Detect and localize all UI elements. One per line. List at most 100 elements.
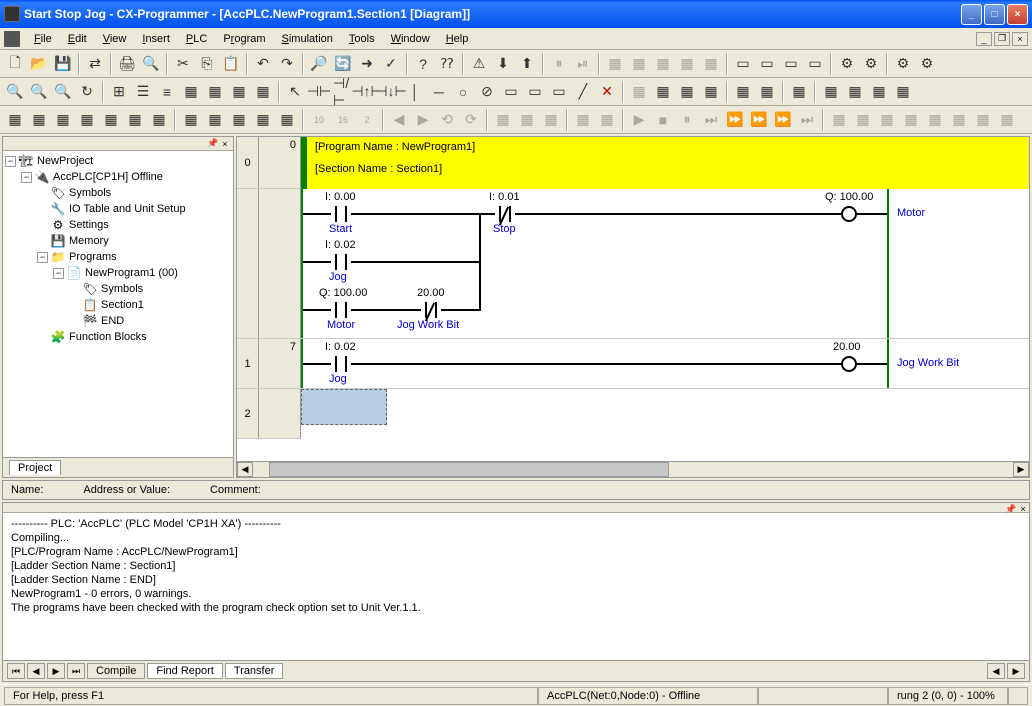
scroll-right-icon[interactable]: ▶ xyxy=(1007,663,1025,679)
ladder-rung-0[interactable]: I: 0.00 Start I: 0.01 Stop Q: 100.00 Mot xyxy=(301,189,1029,339)
find-icon[interactable]: 🔎 xyxy=(308,53,330,75)
zoom-in-icon[interactable]: 🔍 xyxy=(28,81,50,103)
sim3-icon[interactable]: ▦ xyxy=(676,81,698,103)
zoom-reset-icon[interactable]: ↻ xyxy=(76,81,98,103)
scroll-thumb[interactable] xyxy=(269,462,669,477)
t3-nav3[interactable]: ⟲ xyxy=(436,109,458,131)
transfer-tab[interactable]: Transfer xyxy=(225,663,284,679)
menu-simulation[interactable]: Simulation xyxy=(274,31,341,47)
view2-icon[interactable]: ≡ xyxy=(156,81,178,103)
expander-icon[interactable]: − xyxy=(21,172,32,183)
select-icon[interactable]: ↖ xyxy=(284,81,306,103)
menu-edit[interactable]: Edit xyxy=(60,31,95,47)
step5-icon[interactable]: ⏭ xyxy=(796,109,818,131)
win2-icon[interactable]: ▦ xyxy=(844,81,866,103)
open-icon[interactable]: 📂 xyxy=(28,53,50,75)
tree-funcblocks[interactable]: 🧩 Function Blocks xyxy=(5,329,231,345)
t3-15[interactable]: ▦ xyxy=(540,109,562,131)
delete-icon[interactable]: ✕ xyxy=(596,81,618,103)
t3-9[interactable]: ▦ xyxy=(204,109,226,131)
menu-program[interactable]: Program xyxy=(215,31,273,47)
tab-last-icon[interactable]: ⏭ xyxy=(67,663,85,679)
view3-icon[interactable]: ▦ xyxy=(180,81,202,103)
t3-16[interactable]: ▦ xyxy=(572,109,594,131)
win3-icon[interactable]: ▦ xyxy=(868,81,890,103)
t3-20[interactable]: ▦ xyxy=(876,109,898,131)
base10-icon[interactable]: 10 xyxy=(308,109,330,131)
t3-nav4[interactable]: ⟳ xyxy=(460,109,482,131)
menu-window[interactable]: Window xyxy=(383,31,438,47)
tool3-icon[interactable]: ⚙ xyxy=(892,53,914,75)
save-icon[interactable]: 💾 xyxy=(52,53,74,75)
t3-22[interactable]: ▦ xyxy=(924,109,946,131)
sim4-icon[interactable]: ▦ xyxy=(700,81,722,103)
undo-icon[interactable]: ↶ xyxy=(252,53,274,75)
menu-tools[interactable]: Tools xyxy=(341,31,383,47)
findreport-tab[interactable]: Find Report xyxy=(147,663,222,679)
sim6-icon[interactable]: ▦ xyxy=(756,81,778,103)
step3-icon[interactable]: ⏩ xyxy=(748,109,770,131)
t3-nav2[interactable]: ▶ xyxy=(412,109,434,131)
mode2-icon[interactable]: ▦ xyxy=(628,53,650,75)
compare-icon[interactable]: ⇄ xyxy=(84,53,106,75)
minimize-button[interactable]: _ xyxy=(961,4,982,25)
t3-2[interactable]: ▦ xyxy=(28,109,50,131)
contact-start[interactable] xyxy=(331,206,351,222)
contact-n-icon[interactable]: ⊣↓⊢ xyxy=(380,81,402,103)
t3-7[interactable]: ▦ xyxy=(148,109,170,131)
tree-programs[interactable]: − 📁 Programs xyxy=(5,249,231,265)
tree-settings[interactable]: ⚙ Settings xyxy=(5,217,231,233)
goto-icon[interactable]: ➜ xyxy=(356,53,378,75)
mode1-icon[interactable]: ▦ xyxy=(604,53,626,75)
t3-11[interactable]: ▦ xyxy=(252,109,274,131)
t3-13[interactable]: ▦ xyxy=(492,109,514,131)
plc3-icon[interactable]: ▭ xyxy=(780,53,802,75)
t3-12[interactable]: ▦ xyxy=(276,109,298,131)
tree-body[interactable]: − 🏗 NewProject − 🔌 AccPLC[CP1H] Offline … xyxy=(3,151,233,457)
mode3-icon[interactable]: ▦ xyxy=(652,53,674,75)
step4-icon[interactable]: ⏩ xyxy=(772,109,794,131)
grid-icon[interactable]: ⊞ xyxy=(108,81,130,103)
step2-icon[interactable]: ⏩ xyxy=(724,109,746,131)
maximize-button[interactable]: □ xyxy=(984,4,1005,25)
stop-icon[interactable]: ■ xyxy=(652,109,674,131)
t3-14[interactable]: ▦ xyxy=(516,109,538,131)
compile-tab[interactable]: Compile xyxy=(87,663,145,679)
contact-jog-r1[interactable] xyxy=(331,356,351,372)
mdi-restore[interactable]: ❐ xyxy=(994,32,1010,46)
tab-prev-icon[interactable]: ◀ xyxy=(27,663,45,679)
t3-6[interactable]: ▦ xyxy=(124,109,146,131)
t3-19[interactable]: ▦ xyxy=(852,109,874,131)
t3-3[interactable]: ▦ xyxy=(52,109,74,131)
sim5-icon[interactable]: ▦ xyxy=(732,81,754,103)
online-icon[interactable]: ⏸ xyxy=(548,53,570,75)
diagram-h-scrollbar[interactable]: ◀ ▶ xyxy=(237,461,1029,477)
line-icon[interactable]: ╱ xyxy=(572,81,594,103)
tree-iotable[interactable]: 🔧 IO Table and Unit Setup xyxy=(5,201,231,217)
t3-nav1[interactable]: ◀ xyxy=(388,109,410,131)
tab-next-icon[interactable]: ▶ xyxy=(47,663,65,679)
tree-plc[interactable]: − 🔌 AccPLC[CP1H] Offline xyxy=(5,169,231,185)
monitor-icon[interactable]: ⏯ xyxy=(572,53,594,75)
ladder-rung-1[interactable]: I: 0.02 Jog 20.00 Jog Work Bit xyxy=(301,339,1029,389)
copy-icon[interactable]: ⎘ xyxy=(196,53,218,75)
t3-24[interactable]: ▦ xyxy=(972,109,994,131)
t3-4[interactable]: ▦ xyxy=(76,109,98,131)
tree-section1[interactable]: 📋 Section1 xyxy=(5,297,231,313)
coil-motor[interactable] xyxy=(841,206,857,222)
plc2-icon[interactable]: ▭ xyxy=(756,53,778,75)
coil-icon[interactable]: ○ xyxy=(452,81,474,103)
zoom-fit-icon[interactable]: 🔍 xyxy=(52,81,74,103)
context-help-icon[interactable]: ⁇ xyxy=(436,53,458,75)
coil-jogwork[interactable] xyxy=(841,356,857,372)
contact-no-icon[interactable]: ⊣⊢ xyxy=(308,81,330,103)
play-icon[interactable]: ▶ xyxy=(628,109,650,131)
contact-motor-aux[interactable] xyxy=(331,302,351,318)
t3-25[interactable]: ▦ xyxy=(996,109,1018,131)
mark-icon[interactable]: ✓ xyxy=(380,53,402,75)
project-tab[interactable]: Project xyxy=(9,460,61,475)
t3-18[interactable]: ▦ xyxy=(828,109,850,131)
rung-2[interactable]: 2 xyxy=(237,389,1029,439)
tool2-icon[interactable]: ⚙ xyxy=(860,53,882,75)
print-icon[interactable]: 🖨 xyxy=(116,53,138,75)
